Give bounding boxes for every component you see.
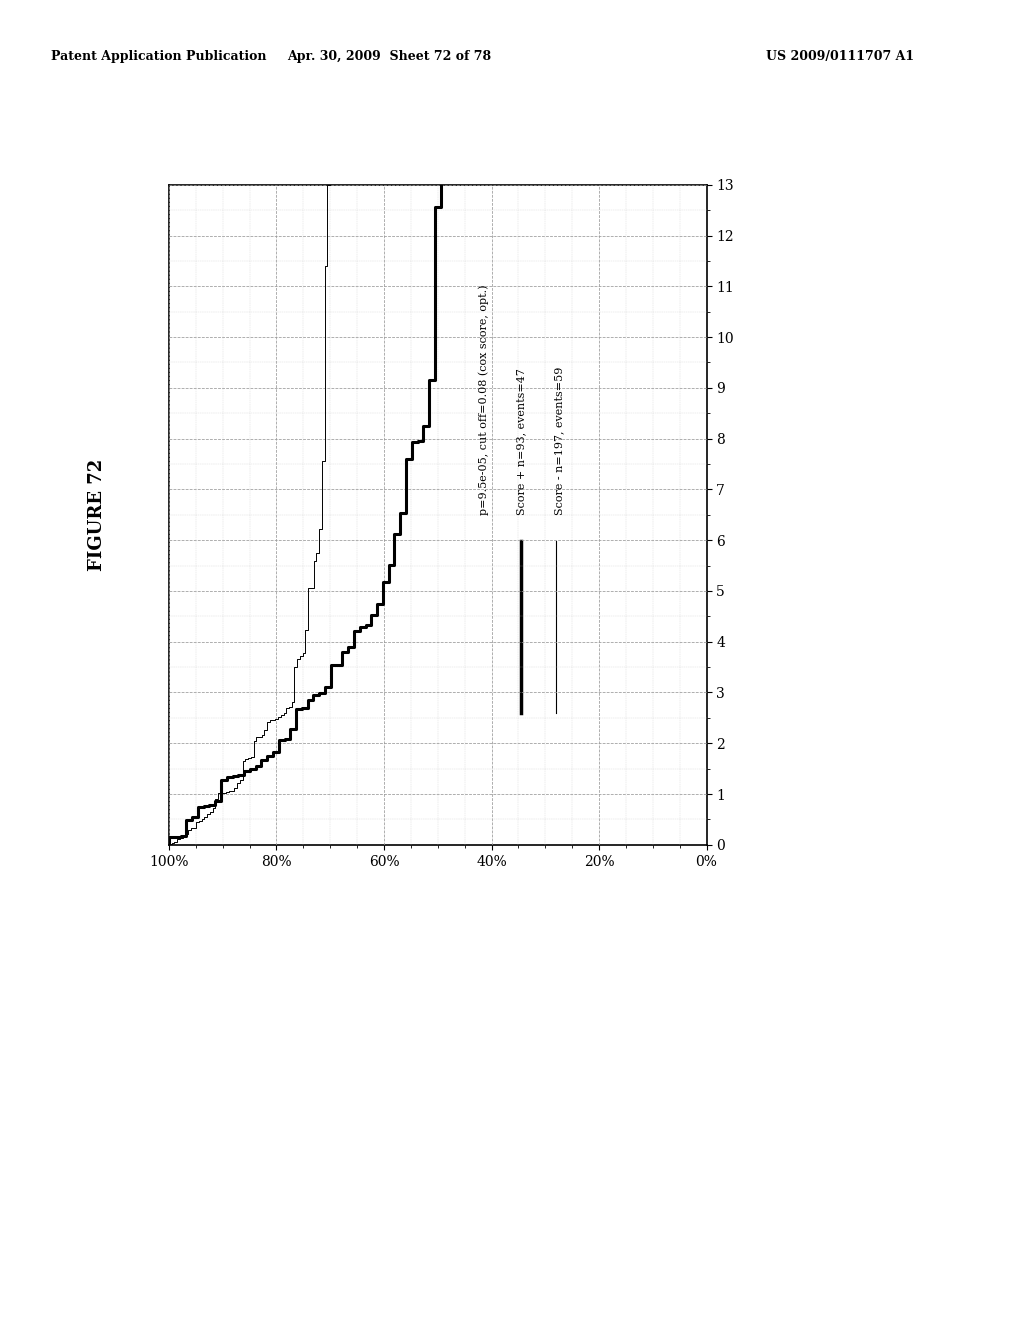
Text: Score - n=197, events=59: Score - n=197, events=59 [554,367,564,515]
Text: Apr. 30, 2009  Sheet 72 of 78: Apr. 30, 2009 Sheet 72 of 78 [287,50,492,63]
Text: FIGURE 72: FIGURE 72 [88,458,106,572]
Text: p=9.5e-05, cut off=0.08 (cox score, opt.): p=9.5e-05, cut off=0.08 (cox score, opt.… [478,284,488,515]
Text: Score + n=93, events=47: Score + n=93, events=47 [516,368,526,515]
Text: US 2009/0111707 A1: US 2009/0111707 A1 [766,50,913,63]
Text: Patent Application Publication: Patent Application Publication [51,50,266,63]
